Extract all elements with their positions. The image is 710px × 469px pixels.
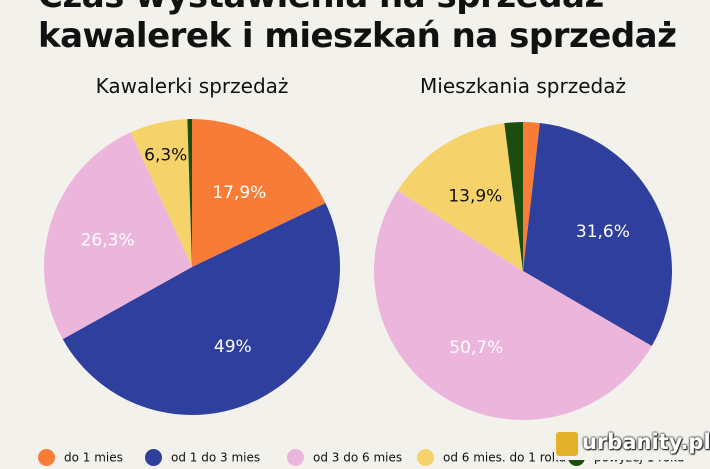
pie-slice [374, 190, 652, 420]
chart-title-line-1: Czas wystawienia na sprzedaż [38, 0, 604, 16]
legend-item: do 1 mies [38, 449, 123, 466]
watermark: urbanity.pl [554, 430, 710, 460]
watermark-logo [556, 432, 578, 456]
pie-slice [192, 119, 326, 267]
pie-slice [397, 123, 523, 271]
slice-data-label: 49% [214, 337, 252, 357]
watermark-text: urbanity.pl [582, 430, 710, 454]
slice-data-label: 13,9% [448, 186, 502, 206]
legend-item: od 3 do 6 mies [287, 449, 402, 466]
pie-slice [504, 122, 523, 271]
legend-label: do 1 mies [64, 450, 123, 465]
legend-label: od 1 do 3 mies [171, 450, 261, 465]
slice-data-label: 31,6% [576, 222, 630, 242]
slice-data-label: 50,7% [449, 338, 503, 358]
legend-swatch [287, 449, 304, 466]
pie-slice [523, 122, 540, 271]
legend-item: od 1 do 3 mies [145, 449, 260, 466]
pie-slice [187, 119, 192, 267]
legend-item: od 6 mies. do 1 roku [417, 449, 566, 466]
legend-label: od 3 do 6 mies [313, 450, 403, 465]
slice-data-label: 6,3% [144, 146, 187, 166]
legend-swatch [417, 449, 434, 466]
slice-data-label: 26,3% [81, 230, 135, 250]
pie-slice [43, 132, 192, 340]
pie-2-title: Mieszkania sprzedaż [420, 74, 626, 98]
pie-slice [62, 203, 341, 416]
legend-label: od 6 mies. do 1 roku [443, 450, 566, 465]
pie-slice [523, 122, 673, 347]
legend-swatch [38, 449, 55, 466]
pie-1-title: Kawalerki sprzedaż [95, 74, 289, 98]
chart-title-line-2: kawalerek i mieszkań na sprzedaż [38, 16, 677, 56]
legend-swatch [145, 449, 162, 466]
slice-data-label: 17,9% [212, 183, 266, 203]
pie-slice [130, 119, 192, 267]
